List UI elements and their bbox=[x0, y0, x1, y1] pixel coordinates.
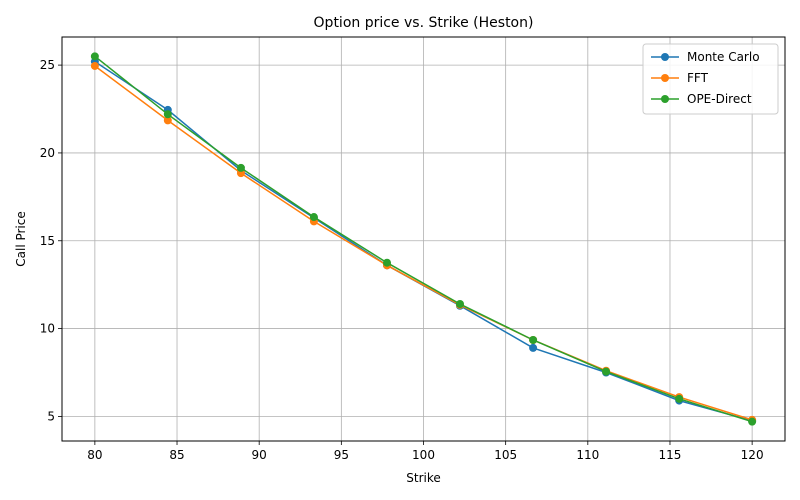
data-point-ope-direct bbox=[90, 52, 99, 61]
x-tick-label: 120 bbox=[741, 448, 764, 462]
data-point-ope-direct bbox=[455, 299, 464, 308]
legend: Monte Carlo FFT OPE-Direct bbox=[642, 43, 779, 115]
series-layer bbox=[90, 52, 757, 426]
legend-box bbox=[642, 43, 779, 115]
data-point-ope-direct bbox=[602, 367, 611, 376]
series-ope-direct bbox=[90, 52, 757, 426]
x-axis-label: Strike bbox=[406, 471, 441, 485]
x-tick-label: 90 bbox=[252, 448, 267, 462]
legend-label-ope-direct: OPE-Direct bbox=[687, 92, 752, 106]
data-point-ope-direct bbox=[675, 394, 684, 403]
data-point-ope-direct bbox=[748, 417, 757, 426]
y-tick-label: 20 bbox=[40, 146, 55, 160]
data-point-monte-carlo bbox=[529, 343, 538, 352]
legend-label-monte-carlo: Monte Carlo bbox=[687, 50, 760, 64]
data-point-ope-direct bbox=[163, 110, 172, 119]
x-tick-label: 100 bbox=[412, 448, 435, 462]
y-axis-label: Call Price bbox=[14, 211, 28, 267]
series-line-fft bbox=[94, 65, 753, 421]
data-point-ope-direct bbox=[383, 258, 392, 267]
ticks: 80 85 90 95 100 105 110 115 120 5 10 15 20 25 bbox=[40, 58, 764, 462]
x-tick-label: 95 bbox=[334, 448, 349, 462]
legend-marker-ope-direct bbox=[661, 95, 669, 103]
legend-label-fft: FFT bbox=[687, 71, 709, 85]
data-point-ope-direct bbox=[309, 213, 318, 222]
data-point-fft bbox=[163, 116, 172, 125]
data-point-fft bbox=[90, 61, 99, 70]
y-tick-label: 25 bbox=[40, 58, 55, 72]
data-point-ope-direct bbox=[529, 336, 538, 344]
legend-marker-fft bbox=[661, 74, 669, 82]
x-tick-label: 80 bbox=[87, 448, 102, 462]
y-tick-label: 5 bbox=[47, 409, 55, 423]
data-point-ope-direct bbox=[236, 163, 245, 172]
x-tick-label: 110 bbox=[576, 448, 599, 462]
x-tick-label: 115 bbox=[659, 448, 682, 462]
y-tick-label: 10 bbox=[40, 322, 55, 336]
series-line-ope-direct bbox=[94, 55, 753, 423]
x-tick-label: 105 bbox=[494, 448, 517, 462]
y-tick-label: 15 bbox=[40, 234, 55, 248]
x-tick-label: 85 bbox=[169, 448, 184, 462]
chart-title: Option price vs. Strike (Heston) bbox=[314, 15, 534, 31]
legend-marker-monte-carlo bbox=[661, 53, 669, 61]
